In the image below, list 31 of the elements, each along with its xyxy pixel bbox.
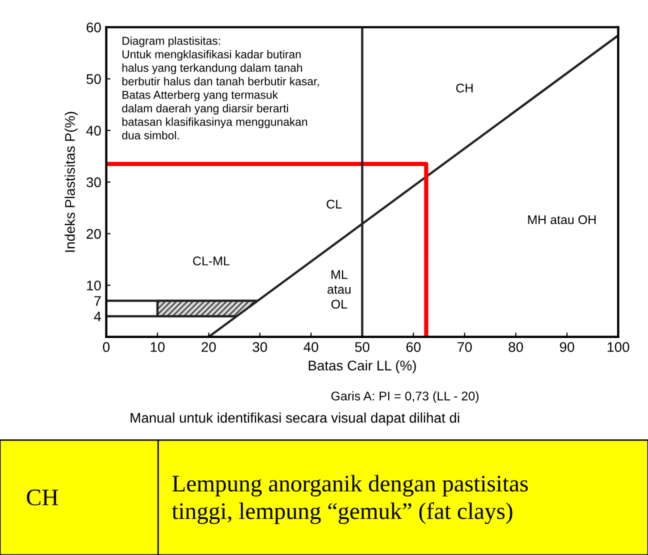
annotation: MH atau OH [528,215,596,224]
y-tick-label: 20 [86,228,101,239]
text: CH [26,490,58,506]
text: Manual untuk identifikasi secara visual dapat dilihat di [130,412,460,426]
text: Lempung anorganik dengan pastisitas tinggi, lempung “gemuk” (fat clays) [172,474,528,524]
y-tick-label: 4 [94,312,102,322]
y-tick-label: 10 [87,280,101,290]
annotation: CL-ML [193,256,230,266]
x-tick-label: 10 [150,342,165,352]
y-tick-label: 60 [86,22,101,32]
y-tick-label: 30 [86,177,101,188]
y-tick-label: 40 [86,126,101,136]
text: Garis A: PI = 0,73 (LL - 20) [331,391,479,403]
annotation: CL [326,200,342,209]
annotation: Diagram plastisitas: Untuk mengklasifikasi kadar butiran halus yang terkandung dalam tanah berbutir halus dan tanah berbutir kasar, Batas Atterberg yang termasuk dalam daerah yang diarsir berarti batasan klasifikasinya menggunakan dua simbol. [122,36,319,140]
x-tick-label: 40 [304,342,318,352]
x-tick-label: 70 [458,342,472,352]
x-tick-label: 30 [252,342,268,352]
y-tick-label: 50 [86,74,101,84]
x-tick-label: 50 [355,342,370,352]
x-tick-label: 100 [608,342,630,352]
x-tick-label: 80 [508,342,523,352]
x-tick-label: 90 [560,342,574,352]
x-axis-title: Batas Cair LL (%) [308,360,416,374]
x-tick-label: 20 [202,342,216,352]
annotation: ML atau OL [328,270,351,309]
y-axis-title: Indeks Plastisitas P(%) [64,112,78,252]
x-tick-label: 0 [102,342,110,352]
annotation: CH [456,84,473,92]
y-tick-label: 7 [94,296,101,306]
x-tick-label: 60 [406,342,421,352]
